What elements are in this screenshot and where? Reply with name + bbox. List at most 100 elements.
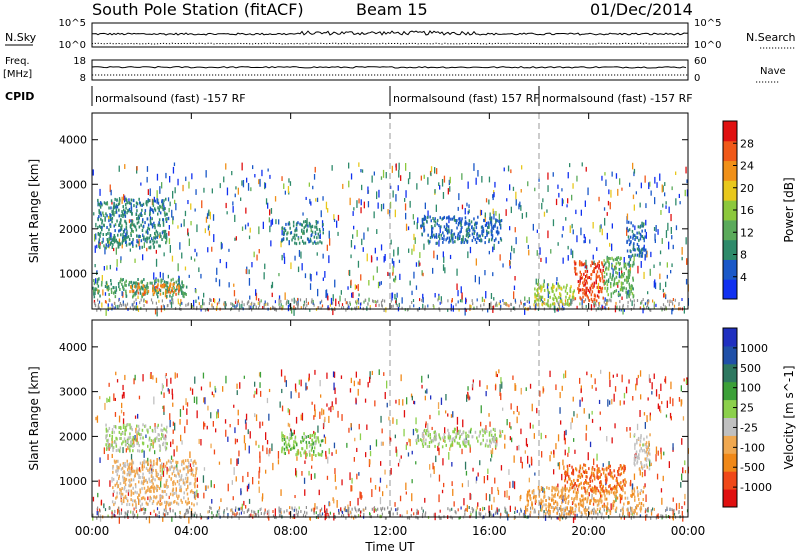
echo-cell	[118, 200, 121, 204]
echo-cell	[106, 214, 108, 218]
echo-cell	[320, 394, 322, 398]
echo-cell	[458, 237, 461, 240]
echo-cell	[217, 412, 219, 419]
echo-cell	[154, 233, 157, 237]
echo-cell	[241, 508, 243, 512]
echo-cell	[539, 390, 541, 397]
echo-cell	[187, 486, 189, 490]
echo-cell	[377, 513, 379, 517]
echo-cell	[126, 513, 129, 517]
echo-cell	[180, 476, 182, 480]
echo-cell	[632, 162, 634, 170]
echo-cell	[668, 206, 670, 214]
echo-cell	[657, 229, 659, 235]
echo-cell	[360, 207, 362, 214]
echo-cell	[659, 405, 661, 412]
echo-cell	[305, 514, 307, 518]
echo-cell	[132, 238, 134, 241]
echo-cell	[108, 237, 110, 241]
echo-cell	[169, 299, 171, 303]
echo-cell	[179, 511, 181, 515]
echo-cell	[621, 495, 623, 501]
echo-cell	[628, 379, 630, 384]
echo-cell	[337, 214, 340, 221]
echo-cell	[194, 478, 197, 482]
echo-cell	[155, 286, 157, 289]
echo-cell	[512, 375, 514, 380]
echo-cell	[603, 263, 606, 267]
echo-cell	[247, 508, 249, 512]
echo-cell	[169, 201, 171, 207]
echo-cell	[141, 441, 144, 445]
echo-cell	[180, 434, 182, 442]
echo-cell	[345, 516, 347, 520]
echo-cell	[546, 283, 549, 290]
echo-cell	[99, 201, 102, 205]
echo-cell	[146, 282, 149, 286]
echo-cell	[122, 478, 125, 482]
echo-cell	[247, 429, 249, 435]
echo-cell	[633, 457, 635, 462]
echo-cell	[232, 206, 234, 213]
echo-cell	[220, 241, 222, 250]
echo-cell	[262, 221, 264, 230]
echo-cell	[316, 506, 318, 510]
echo-cell	[121, 241, 123, 245]
echo-cell	[302, 231, 304, 235]
echo-cell	[599, 268, 602, 272]
echo-cell	[161, 182, 163, 189]
echo-cell	[624, 263, 627, 267]
echo-cell	[129, 248, 131, 252]
echo-cell	[113, 205, 116, 209]
echo-cell	[288, 423, 291, 428]
echo-cell	[236, 438, 238, 443]
echo-cell	[596, 270, 599, 274]
echo-cell	[574, 268, 577, 272]
echo-cell	[629, 264, 631, 267]
echo-cell	[266, 447, 268, 455]
echo-cell	[186, 402, 189, 407]
echo-cell	[203, 302, 205, 306]
echo-cell	[298, 392, 300, 399]
echo-cell	[331, 401, 333, 408]
echo-cell	[592, 286, 594, 290]
echo-cell	[432, 217, 434, 220]
echo-cell	[124, 211, 126, 214]
echo-cell	[150, 489, 152, 493]
echo-cell	[128, 242, 130, 246]
echo-cell	[177, 263, 179, 272]
echo-cell	[295, 300, 298, 304]
echo-cell	[133, 444, 135, 447]
echo-cell	[134, 281, 136, 285]
echo-cell	[183, 295, 185, 299]
echo-cell	[580, 227, 582, 236]
echo-cell	[564, 437, 566, 445]
echo-cell	[264, 182, 266, 190]
echo-cell	[427, 233, 429, 237]
echo-cell	[195, 471, 197, 475]
echo-cell	[122, 462, 125, 466]
echo-cell	[610, 295, 613, 299]
echo-cell	[167, 501, 169, 505]
echo-cell	[200, 516, 202, 520]
echo-cell	[156, 200, 158, 204]
echo-cell	[325, 454, 327, 460]
echo-cell	[259, 382, 261, 388]
echo-cell	[97, 511, 100, 515]
echo-cell	[249, 514, 251, 518]
echo-cell	[182, 184, 184, 192]
echo-cell	[671, 300, 673, 304]
echo-cell	[469, 246, 472, 254]
echo-cell	[111, 210, 113, 214]
echo-cell	[547, 230, 549, 239]
echo-cell	[128, 209, 130, 213]
echo-cell	[274, 508, 276, 517]
echo-cell	[392, 265, 394, 274]
echo-cell	[642, 222, 645, 226]
echo-cell	[183, 219, 185, 227]
echo-cell	[178, 474, 181, 478]
echo-cell	[454, 219, 456, 222]
echo-cell	[165, 502, 168, 506]
echo-cell	[404, 308, 406, 312]
colorbar-segment	[723, 160, 737, 181]
